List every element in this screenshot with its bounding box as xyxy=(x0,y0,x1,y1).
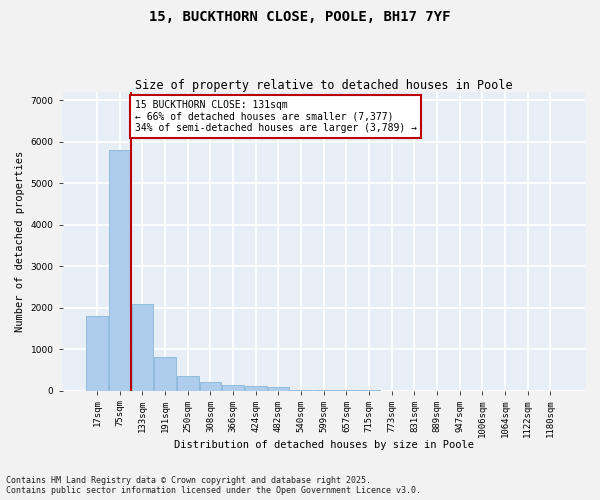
Bar xyxy=(200,382,221,390)
Bar xyxy=(109,150,131,390)
Text: Contains HM Land Registry data © Crown copyright and database right 2025.
Contai: Contains HM Land Registry data © Crown c… xyxy=(6,476,421,495)
Bar xyxy=(131,304,153,390)
Title: Size of property relative to detached houses in Poole: Size of property relative to detached ho… xyxy=(135,79,512,92)
Bar xyxy=(223,385,244,390)
X-axis label: Distribution of detached houses by size in Poole: Distribution of detached houses by size … xyxy=(174,440,474,450)
Y-axis label: Number of detached properties: Number of detached properties xyxy=(15,150,25,332)
Text: 15 BUCKTHORN CLOSE: 131sqm
← 66% of detached houses are smaller (7,377)
34% of s: 15 BUCKTHORN CLOSE: 131sqm ← 66% of deta… xyxy=(134,100,416,134)
Bar xyxy=(177,376,199,390)
Text: 15, BUCKTHORN CLOSE, POOLE, BH17 7YF: 15, BUCKTHORN CLOSE, POOLE, BH17 7YF xyxy=(149,10,451,24)
Bar xyxy=(245,386,266,390)
Bar xyxy=(268,388,289,390)
Bar xyxy=(86,316,108,390)
Bar xyxy=(154,356,176,390)
